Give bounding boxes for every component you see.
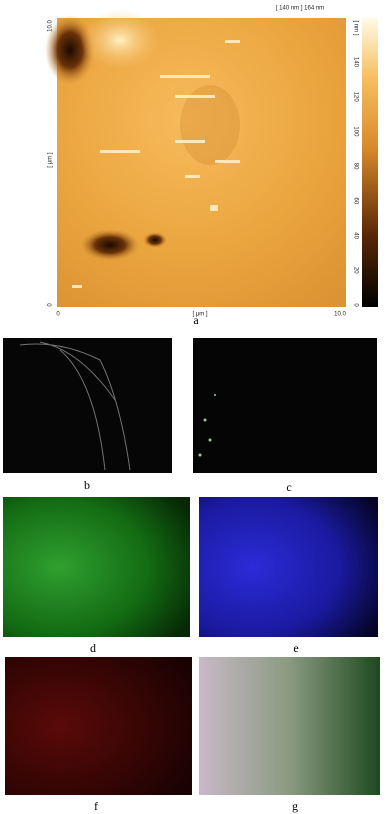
panel-b-image [3, 338, 172, 473]
panel-label: b [84, 478, 90, 492]
colorbar-tick-label: 100 [352, 126, 358, 137]
colorbar-tick-label: 80 [352, 163, 358, 170]
x-axis-label: 10.0 [334, 312, 346, 318]
colorbar-tick-label: 60 [352, 198, 358, 205]
colorbar-ticks: 140 120 100 80 60 40 20 0 [352, 57, 358, 307]
panel-label: d [90, 641, 96, 655]
x-axis-unit: [ μm ] [192, 312, 207, 318]
y-axis-label: 0 [48, 303, 54, 307]
colorbar [362, 18, 378, 307]
y-axis-unit: [ μm ] [48, 152, 54, 167]
panel-b-fibers [19, 341, 131, 471]
colorbar-tick-label: 0 [352, 303, 358, 307]
panel-g-image [199, 657, 380, 795]
panel-f-image [5, 657, 192, 795]
colorbar-tick-label: 20 [352, 267, 358, 274]
panel-labels: a b c d e f g [84, 313, 299, 813]
range-label: [ 140 nm ] 164 nm [276, 6, 324, 12]
colorbar-tick-label: 40 [352, 232, 358, 239]
colorbar-tick-label: 140 [352, 57, 358, 68]
colorbar-tick-label: 120 [352, 92, 358, 103]
x-axis-label: 0 [56, 312, 60, 318]
panel-c-spots [198, 394, 216, 457]
panel-c-image [193, 338, 377, 473]
panel-label: g [292, 799, 298, 813]
panel-label: c [286, 480, 291, 494]
y-axis-label: 10.0 [48, 20, 54, 32]
panel-label: e [293, 641, 298, 655]
panel-label: f [94, 799, 98, 813]
panel-d-image [3, 497, 190, 637]
panel-label: a [193, 313, 199, 327]
colorbar-unit: [ nm ] [352, 20, 358, 35]
panel-e-image [199, 497, 378, 637]
afm-image [45, 10, 346, 307]
